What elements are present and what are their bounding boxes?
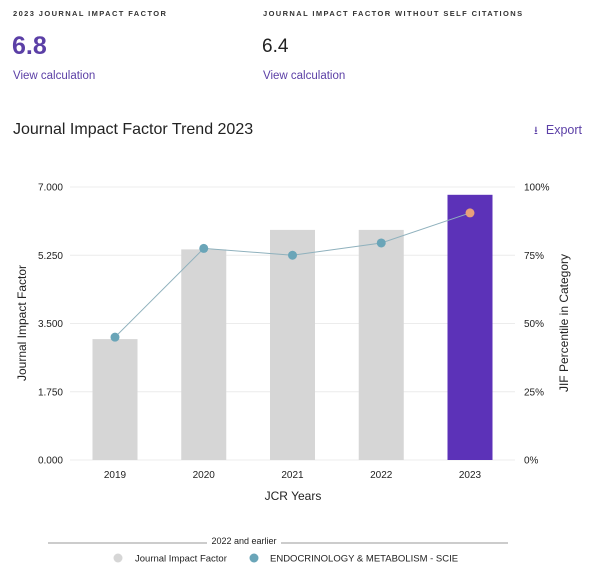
export-label: Export: [545, 123, 582, 137]
jif-value: 6.8: [12, 32, 47, 60]
x-tick-label: 2020: [193, 470, 216, 481]
legend-marker-category: [249, 553, 259, 563]
jif-no-self-label: JOURNAL IMPACT FACTOR WITHOUT SELF CITAT…: [263, 9, 524, 18]
y2-tick-label: 0%: [524, 456, 539, 467]
legend-label-jif[interactable]: Journal Impact Factor: [135, 554, 227, 565]
y2-tick-label: 50%: [524, 319, 544, 330]
bar-2023: [447, 194, 493, 461]
x-tick-label: 2022: [370, 470, 393, 481]
percentile-point-2021: [288, 250, 297, 260]
jif-no-self-value: 6.4: [262, 36, 289, 57]
x-tick-label: 2019: [104, 470, 127, 481]
jif-no-self-view-calculation-link[interactable]: View calculation: [263, 70, 346, 82]
percentile-point-2022: [376, 238, 386, 248]
bar-2019: [92, 339, 138, 460]
download-icon: ⭳: [534, 125, 538, 137]
y2-tick-label: 25%: [524, 387, 544, 398]
y2-tick-label: 100%: [524, 183, 550, 194]
percentile-point-2019: [110, 332, 120, 342]
y-axis-label: Journal Impact Factor: [15, 265, 29, 381]
y2-axis-label: JIF Percentile in Category: [557, 254, 571, 392]
x-axis-label: JCR Years: [265, 489, 322, 503]
legend-marker-jif: [113, 553, 123, 563]
x-tick-label: 2021: [281, 470, 304, 481]
jif-label: 2023 JOURNAL IMPACT FACTOR: [13, 9, 168, 18]
export-button[interactable]: ⭳ Export: [534, 122, 582, 141]
y-tick-label: 7.000: [38, 183, 63, 194]
legend-group-label: 2022 and earlier: [211, 536, 276, 546]
y-tick-label: 0.000: [38, 456, 63, 467]
bar-2022: [358, 229, 404, 460]
bar-2020: [181, 249, 227, 460]
percentile-point-2023: [465, 208, 475, 218]
jif-view-calculation-link[interactable]: View calculation: [13, 70, 96, 82]
bar-2021: [270, 229, 315, 460]
y-tick-label: 5.250: [38, 251, 63, 262]
legend-label-category[interactable]: ENDOCRINOLOGY & METABOLISM - SCIE: [270, 554, 458, 565]
y2-tick-label: 75%: [524, 251, 544, 262]
y-tick-label: 3.500: [38, 319, 63, 330]
y-tick-label: 1.750: [38, 387, 63, 398]
percentile-point-2020: [199, 243, 209, 253]
x-tick-label: 2023: [459, 470, 482, 481]
section-title: Journal Impact Factor Trend 2023: [13, 121, 254, 138]
